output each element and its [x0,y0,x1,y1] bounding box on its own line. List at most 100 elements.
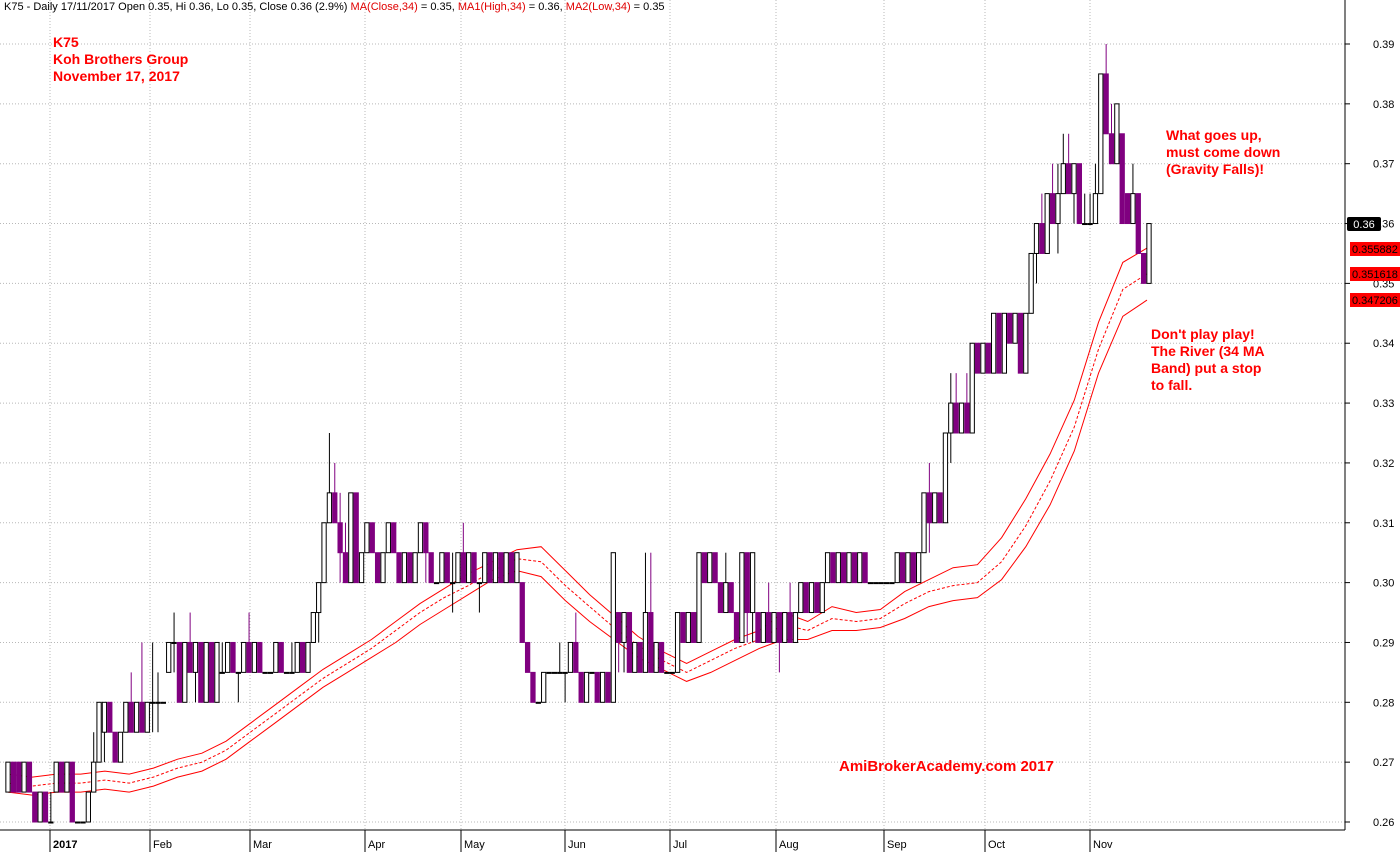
candle-body [535,701,541,704]
candle-body [401,552,408,584]
ma-low-tag-text: 0.347206 [1352,295,1398,307]
candle-body [482,552,488,584]
candle-body [1044,193,1050,254]
header-ma1-value: = 0.36, [525,1,563,13]
candle-body [814,582,820,614]
candle-body [985,342,991,374]
candle-body [471,552,477,584]
candle-body [894,552,900,584]
candle-body [594,671,600,703]
candle-body [701,552,708,584]
candle-body [723,582,729,614]
candle-body [841,552,847,584]
candle-body [42,791,49,823]
candle-body [578,671,584,703]
candle-body [1071,163,1077,195]
candle-body [449,582,456,585]
candle-body [391,522,397,554]
candle-body [932,492,938,524]
x-tick-label: 2017 [53,839,77,851]
candle-body [830,552,836,584]
y-tick-label: 0.33 [1373,398,1394,410]
candle-body [224,641,231,673]
ma-low-line [7,299,1148,796]
candle-body [599,671,606,703]
candle-body [96,701,102,763]
candle-body [48,821,54,824]
candle-body [417,522,424,554]
candle-body [1114,103,1120,165]
candle-body [878,582,884,585]
candle-body [476,582,483,585]
y-tick-label: 0.31 [1373,518,1394,530]
header-ma2-value: = 0.35 [630,1,665,13]
candle-body [1001,312,1008,374]
candle-body [937,492,943,524]
candle-body [101,701,108,733]
candle-body [21,761,27,793]
candle-body [771,612,777,643]
candle-body [364,522,370,554]
y-tick-label: 0.32 [1373,458,1394,470]
candle-body [155,701,161,704]
annotation-top-line-3: (Gravity Falls)! [1166,161,1265,177]
candle-body [567,641,574,673]
candle-body [337,522,343,554]
candle-body [230,641,236,673]
candle-body [358,552,365,584]
candle-body [107,701,113,733]
candle-body [562,671,568,674]
ma-close-tag-bg [1350,267,1400,281]
title-line-2: Koh Brothers Group [53,51,189,67]
candle-body [782,612,788,643]
candle-body [1124,193,1131,225]
candle-body [241,641,247,673]
candle-body [117,731,124,763]
y-tick-label: 0.39 [1373,39,1394,51]
candle-body [605,671,611,703]
header-ma-label: MA(Close,34) [350,1,418,13]
candle-body [766,612,772,643]
candle-body [1141,252,1147,284]
candle-body [10,761,16,793]
candle-body [1098,73,1104,195]
candle-body [851,552,858,584]
candle-body [787,612,793,643]
annotation-top-line-1: What goes up, [1166,127,1262,143]
candle-body [299,641,306,673]
y-tick-label: 0.29 [1373,637,1394,649]
y-tick-label: 0.30 [1373,578,1394,590]
candle-body [149,701,156,704]
candle-body [958,402,965,434]
candle-body [616,612,622,643]
candle-body [348,492,354,584]
candle-body [669,671,675,674]
candle-body [680,612,686,643]
candle-body [128,701,134,733]
title-line-3: November 17, 2017 [53,68,180,84]
candle-body [916,552,922,584]
candle-body [648,612,654,673]
watermark: AmiBrokerAcademy.com 2017 [839,758,1054,775]
candle-body [991,312,997,374]
ma-high-line [7,247,1148,778]
candle-body [203,641,209,703]
candle-body [948,402,954,434]
candle-body [262,671,268,674]
candle-body [819,582,825,614]
annotation-mid-line-2: The River (34 MA [1151,343,1265,359]
candle-body [739,552,745,643]
candle-body [1039,223,1045,254]
header-ma1-label: MA1(High,34) [457,1,526,13]
candle-body [1103,73,1109,135]
candle-body [857,552,863,584]
candle-body [374,552,381,584]
candle-body [1082,223,1088,226]
candle-body [653,641,659,673]
candle-body [980,342,986,374]
annotation-top: What goes up, must come down (Gravity Fa… [1166,127,1280,178]
candle-body [696,552,702,643]
candle-body [91,761,97,793]
candle-body [953,402,959,434]
candle-body [208,641,215,703]
